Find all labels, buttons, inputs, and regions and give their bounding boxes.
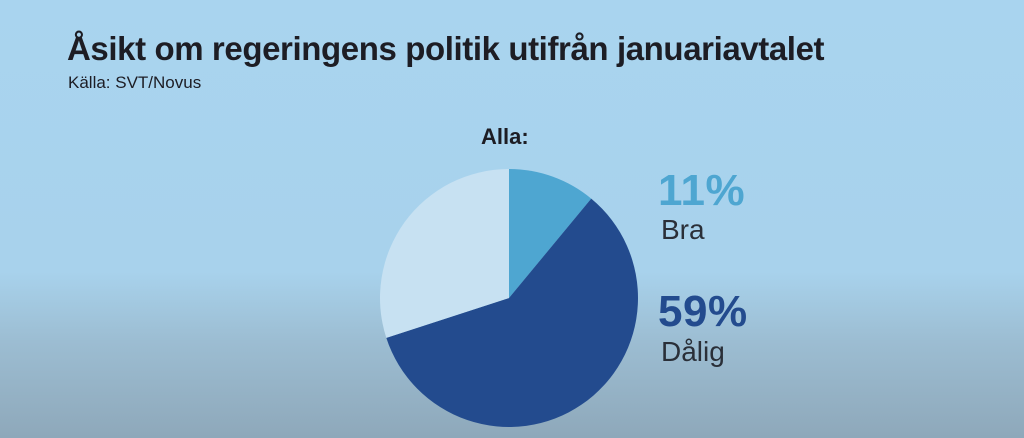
- chart-title: Åsikt om regeringens politik utifrån jan…: [67, 30, 825, 67]
- pie-slice-other: [379, 169, 509, 338]
- pie-slice-bra: [509, 169, 592, 298]
- chart-source: Källa: SVT/Novus: [68, 73, 202, 92]
- legend-label-dalig: Dålig: [661, 336, 725, 367]
- legend-label-bra: Bra: [661, 214, 705, 245]
- legend-value-bra: 11%: [658, 166, 746, 215]
- legend-value-dalig: 59%: [658, 287, 748, 336]
- pie-group-label: Alla:: [481, 124, 529, 149]
- pie-slice-dalig: [386, 198, 638, 427]
